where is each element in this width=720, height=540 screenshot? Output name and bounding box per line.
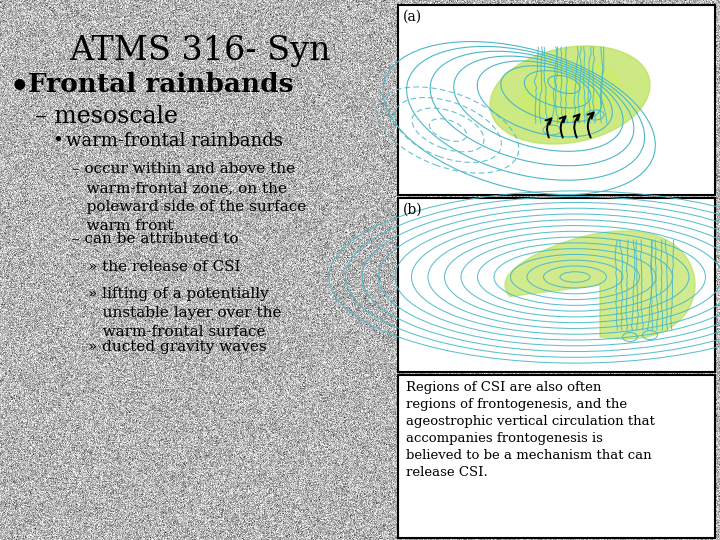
Polygon shape — [490, 46, 650, 144]
Text: (a): (a) — [403, 10, 422, 24]
Text: Regions of CSI are also often
regions of frontogenesis, and the
ageostrophic ver: Regions of CSI are also often regions of… — [406, 381, 655, 479]
Text: (b): (b) — [403, 203, 423, 217]
Text: » the release of CSI: » the release of CSI — [88, 260, 240, 274]
Text: •: • — [10, 72, 30, 103]
Text: » ducted gravity waves: » ducted gravity waves — [88, 340, 266, 354]
Text: – can be attributed to: – can be attributed to — [72, 232, 238, 246]
Text: warm-frontal rainbands: warm-frontal rainbands — [66, 132, 283, 150]
FancyBboxPatch shape — [398, 5, 715, 195]
Polygon shape — [520, 62, 620, 124]
Text: •: • — [52, 132, 63, 150]
FancyBboxPatch shape — [398, 198, 715, 372]
Text: – occur within and above the
   warm-frontal zone, on the
   poleward side of th: – occur within and above the warm-fronta… — [72, 162, 306, 233]
Text: ATMS 316- Syn: ATMS 316- Syn — [69, 35, 330, 67]
Text: – mesoscale: – mesoscale — [35, 105, 178, 128]
Text: Frontal rainbands: Frontal rainbands — [28, 72, 294, 97]
Polygon shape — [505, 231, 695, 339]
Text: » lifting of a potentially
   unstable layer over the
   warm-frontal surface: » lifting of a potentially unstable laye… — [88, 287, 282, 339]
FancyBboxPatch shape — [398, 375, 715, 538]
